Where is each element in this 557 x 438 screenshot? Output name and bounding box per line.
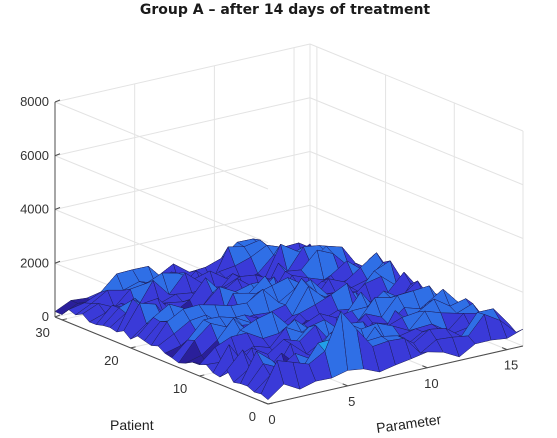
- z-tick: [54, 153, 61, 157]
- y-tick-label: 20: [104, 353, 118, 368]
- x-tick-label: 0: [268, 412, 275, 427]
- x-tick-label: 15: [504, 358, 518, 373]
- grid-line: [54, 101, 269, 190]
- y-axis-label: Patient: [110, 417, 154, 433]
- grid-line: [54, 97, 311, 157]
- y-tick: [130, 346, 136, 349]
- z-tick-label: 8000: [20, 94, 49, 109]
- z-tick-label: 4000: [20, 202, 49, 217]
- y-tick: [61, 318, 67, 321]
- grid-line: [54, 43, 311, 103]
- grid-line: [309, 43, 524, 132]
- grid-line: [309, 97, 524, 186]
- surface-cell: [499, 320, 524, 339]
- chart-title: Group A – after 14 days of treatment: [140, 2, 431, 18]
- z-tick: [54, 99, 61, 103]
- x-tick: [501, 347, 508, 351]
- x-tick-label: 5: [348, 394, 355, 409]
- z-tick-label: 0: [42, 309, 49, 324]
- x-axis: [267, 345, 524, 405]
- x-axis-label: Parameter: [375, 411, 442, 436]
- z-tick-label: 6000: [20, 148, 49, 163]
- grid-line: [309, 204, 524, 293]
- y-tick: [199, 374, 205, 377]
- axes: [54, 99, 524, 405]
- z-tick: [54, 207, 61, 210]
- y-axis: [54, 316, 269, 405]
- z-tick: [54, 260, 61, 264]
- x-tick-label: 10: [424, 376, 438, 391]
- y-tick-label: 30: [35, 325, 49, 340]
- tick-labels: 0 2000 4000 6000 8000 0 5 10 15 0 10 20 30: [20, 94, 518, 427]
- x-tick: [342, 383, 348, 387]
- z-tick-label: 2000: [20, 255, 49, 270]
- grid-line: [54, 151, 311, 210]
- y-tick: [267, 402, 274, 405]
- y-tick-label: 10: [173, 381, 187, 396]
- grid-line: [54, 204, 311, 264]
- grid-line: [309, 151, 524, 239]
- surface: [54, 238, 524, 400]
- x-tick: [422, 365, 428, 369]
- z-tick: [54, 314, 61, 318]
- grid-line: [54, 155, 269, 244]
- x-tick: [262, 401, 269, 405]
- y-tick-label: 0: [249, 409, 256, 424]
